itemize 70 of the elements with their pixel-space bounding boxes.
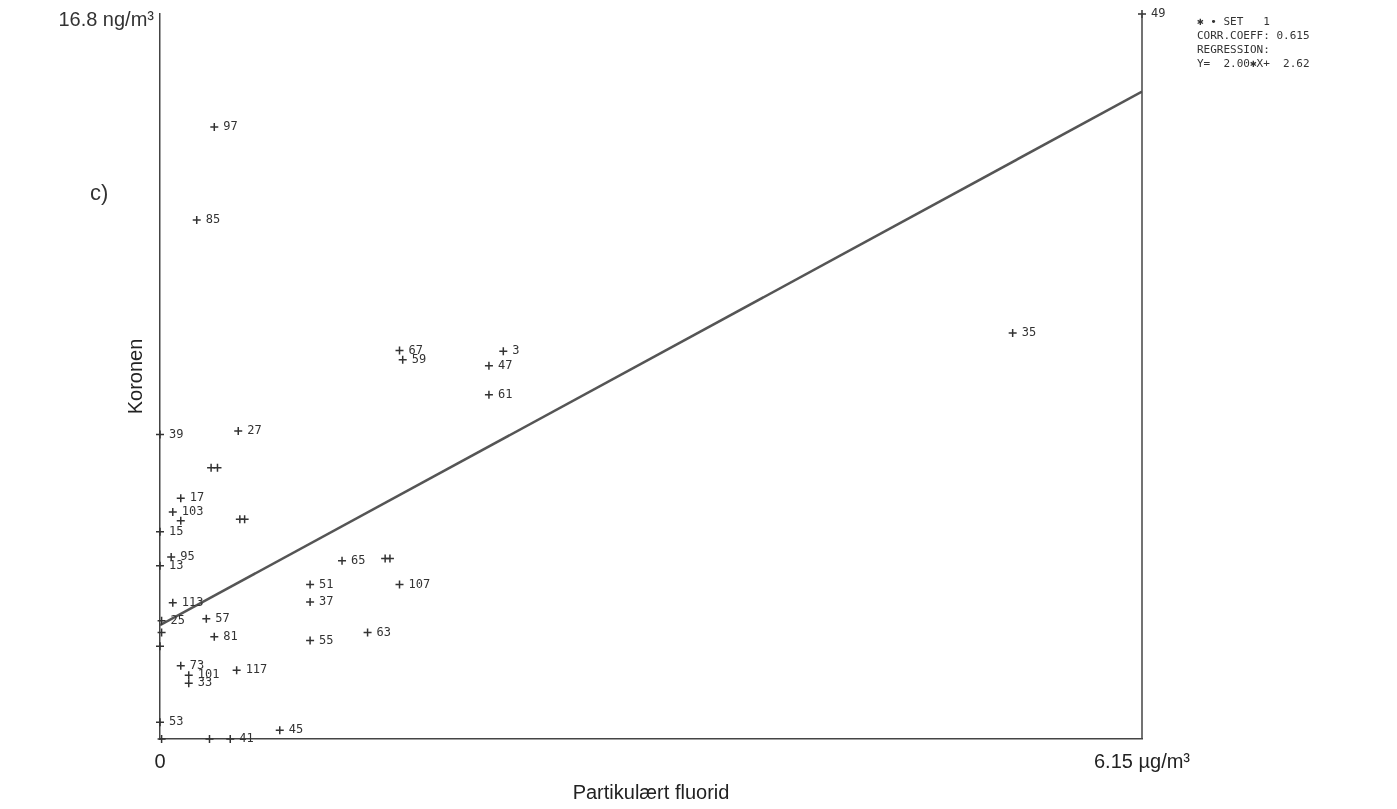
- x-tick-label: 0: [154, 749, 166, 772]
- point: [225, 734, 236, 744]
- annotation: 47: [497, 357, 513, 372]
- point: [168, 597, 178, 608]
- point: [155, 429, 165, 440]
- point: [155, 717, 165, 728]
- point: [168, 507, 178, 517]
- y-axis-title: Koronen: [123, 338, 146, 415]
- point: [209, 122, 220, 132]
- x-tick-label: 6.15 µg/m³: [1093, 749, 1191, 772]
- point: [233, 426, 243, 436]
- point: [212, 463, 223, 473]
- annotation: 103: [181, 504, 204, 519]
- annotation: 65: [351, 552, 366, 567]
- point: [305, 579, 315, 590]
- text: REGRESSION:: [1197, 42, 1270, 56]
- annotation: 85: [205, 212, 221, 227]
- annotation: 25: [170, 612, 186, 627]
- point: [156, 734, 167, 744]
- annotation: 61: [497, 386, 513, 401]
- point: [275, 725, 285, 736]
- annotation: 53: [169, 714, 184, 729]
- annotation: 17: [189, 490, 205, 505]
- point: [176, 516, 186, 526]
- point: [204, 734, 215, 744]
- text: ✱ • SET 1: [1197, 14, 1270, 28]
- point: [397, 355, 408, 365]
- annotation: 49: [1151, 6, 1166, 21]
- annotation: 97: [223, 119, 238, 134]
- annotation: 13: [169, 557, 184, 572]
- point: [156, 616, 167, 626]
- point: [176, 661, 186, 671]
- annotation: 39: [169, 426, 184, 441]
- point: [484, 360, 494, 371]
- point: [305, 635, 315, 646]
- point: [1007, 328, 1018, 338]
- annotation: 55: [319, 632, 334, 647]
- point: [155, 641, 165, 651]
- annotation: 63: [376, 624, 392, 639]
- point: [231, 665, 242, 675]
- point: [176, 493, 186, 504]
- point: [305, 597, 315, 607]
- annotation: 45: [288, 722, 304, 737]
- text: 16.8 ng/m³: [58, 7, 155, 30]
- point: [337, 555, 347, 566]
- point: [484, 389, 494, 400]
- text: Y= 2.00✱X+ 2.62: [1197, 56, 1310, 70]
- text: c): [90, 180, 109, 206]
- annotation: 37: [319, 594, 334, 609]
- annotation: 3: [512, 343, 520, 358]
- annotation: 113: [181, 594, 204, 609]
- annotation: 57: [215, 610, 230, 625]
- point: [183, 678, 194, 688]
- point: [209, 632, 220, 642]
- annotation: 15: [169, 523, 184, 538]
- point: [155, 560, 165, 571]
- x-axis-title: Partikulært fluorid: [572, 780, 730, 803]
- annotation: 51: [319, 576, 334, 591]
- point: [498, 346, 509, 356]
- text: CORR.COEFF: 0.615: [1197, 28, 1310, 42]
- annotation: 27: [247, 423, 262, 437]
- annotation: 107: [408, 576, 431, 591]
- point: [385, 553, 395, 564]
- point: [206, 463, 216, 473]
- point: [183, 670, 194, 680]
- annotation: 35: [1021, 325, 1037, 340]
- annotation: 117: [245, 662, 268, 677]
- point: [155, 526, 165, 537]
- annotation: 81: [223, 628, 238, 643]
- point: [191, 215, 202, 225]
